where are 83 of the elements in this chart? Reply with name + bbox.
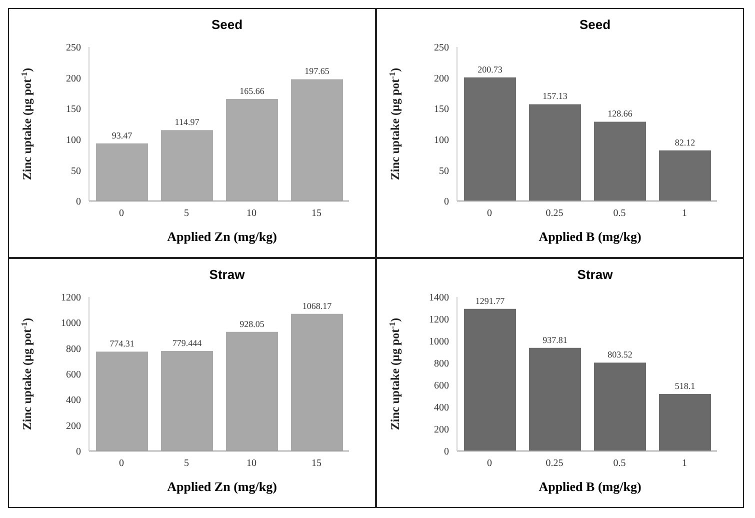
bar: [464, 77, 516, 201]
bar: [529, 104, 581, 201]
y-tick-label: 1000: [61, 318, 81, 330]
chart-title: Seed: [210, 17, 244, 33]
x-tick-label: 0.5: [613, 208, 626, 220]
x-tick-label: 1: [682, 208, 687, 220]
y-tick-label: 50: [71, 166, 81, 177]
x-tick-label: 15: [312, 208, 322, 220]
bar: [594, 122, 646, 201]
y-tick-label: 400: [66, 395, 81, 406]
y-tick-label: 50: [439, 166, 449, 177]
bar: [226, 332, 278, 451]
x-tick-label: 0: [119, 208, 124, 220]
bar: [594, 362, 646, 451]
x-tick-label: 0: [487, 458, 492, 470]
bar: [161, 130, 213, 201]
x-axis-title: Applied B (mg/kg): [538, 479, 642, 495]
y-tick-label: 1000: [429, 336, 449, 348]
bar: [226, 98, 278, 201]
data-label: 114.97: [174, 117, 200, 128]
y-tick-label: 600: [434, 380, 449, 392]
y-tick-label: 200: [66, 73, 81, 84]
y-tick-label: 250: [434, 42, 449, 54]
x-tick-label: 5: [184, 458, 189, 470]
y-tick-label: 150: [434, 104, 449, 116]
y-tick-label: 1200: [61, 292, 81, 304]
x-tick-label: 1: [682, 458, 687, 470]
y-tick-label: 0: [444, 196, 449, 208]
x-axis-title: Applied Zn (mg/kg): [166, 479, 278, 495]
y-tick-label: 200: [434, 424, 449, 436]
y-tick-label: 800: [434, 358, 449, 370]
x-axis-title: Applied B (mg/kg): [538, 229, 642, 245]
x-tick-label: 0.25: [546, 458, 564, 470]
data-label: 803.52: [608, 350, 632, 360]
data-label: 518.1: [674, 381, 696, 392]
y-tick-label: 0: [444, 446, 449, 458]
x-axis-title: Applied Zn (mg/kg): [166, 229, 278, 245]
bar: [659, 150, 711, 201]
x-tick-label: 5: [184, 208, 189, 220]
chart-title: Straw: [208, 267, 246, 283]
data-label: 779.444: [172, 338, 202, 348]
bar: [291, 314, 343, 451]
chart-title: Seed: [578, 17, 612, 33]
chart-title: Straw: [576, 267, 614, 283]
data-label: 774.31: [110, 338, 134, 349]
y-tick-label: 400: [434, 402, 449, 414]
y-tick-label: 600: [66, 370, 81, 381]
bar: [464, 308, 516, 451]
x-tick-label: 0.5: [613, 458, 626, 470]
y-tick-label: 1200: [429, 314, 449, 326]
bar: [96, 352, 148, 451]
data-label: 1068.17: [302, 300, 332, 311]
bar: [659, 394, 711, 451]
data-label: 200.73: [478, 64, 503, 74]
x-tick-label: 10: [246, 208, 256, 220]
data-label: 937.81: [542, 334, 568, 345]
data-label: 157.13: [542, 91, 568, 102]
y-tick-label: 1400: [429, 292, 449, 304]
y-tick-label: 250: [66, 42, 81, 54]
bar: [96, 143, 148, 201]
data-label: 128.66: [608, 108, 633, 119]
x-tick-label: 0.25: [546, 208, 564, 220]
x-tick-label: 0: [119, 458, 124, 470]
x-tick-label: 10: [246, 458, 256, 470]
bar: [529, 348, 581, 451]
data-label: 82.12: [674, 137, 696, 148]
y-tick-label: 200: [434, 73, 449, 84]
data-label: 1291.77: [475, 296, 506, 306]
data-label: 93.47: [112, 130, 133, 140]
y-tick-label: 100: [66, 134, 81, 146]
data-label: 197.65: [304, 66, 330, 76]
x-tick-label: 0: [487, 208, 492, 220]
data-label: 928.05: [240, 318, 265, 329]
y-tick-label: 150: [66, 104, 81, 116]
y-tick-label: 0: [76, 196, 81, 208]
x-tick-label: 15: [312, 458, 322, 470]
y-tick-label: 0: [76, 446, 81, 458]
bar: [291, 79, 343, 201]
data-label: 165.66: [240, 86, 265, 96]
bar: [161, 350, 213, 451]
y-tick-label: 100: [434, 134, 449, 146]
y-tick-label: 200: [66, 420, 81, 432]
y-tick-label: 800: [66, 344, 81, 355]
